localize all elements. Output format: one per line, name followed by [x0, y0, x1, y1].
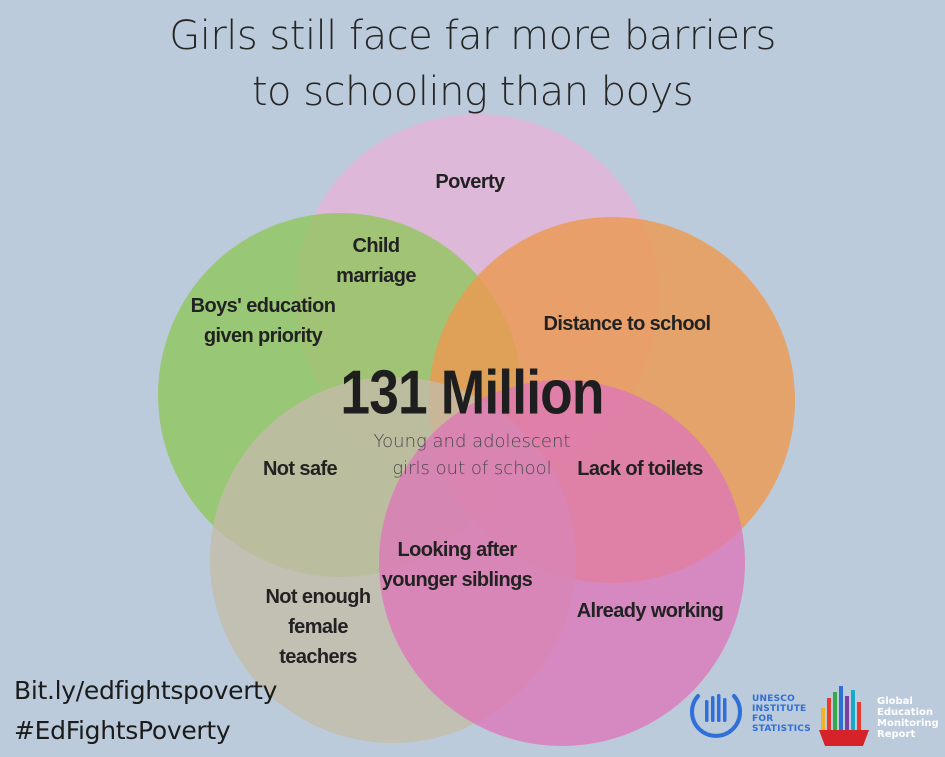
gem-bar-chart-icon: [819, 686, 869, 746]
title-line-2: to schooling than boys: [251, 69, 694, 115]
center-caption-line-2: girls out of school: [392, 458, 552, 479]
working-circle: [379, 380, 745, 746]
label-teachers-line-2: female: [288, 616, 348, 638]
uis-logo-line-4: STATISTICS: [752, 724, 811, 734]
uis-logo: UNESCO INSTITUTE FOR STATISTICS: [686, 686, 816, 742]
uis-logo-line-2: INSTITUTE: [752, 704, 807, 714]
label-distance: Distance to school: [543, 313, 711, 335]
label-siblings: Looking after younger siblings: [381, 535, 533, 595]
label-boys-priority: Boys' education given priority: [191, 291, 336, 351]
label-child-marriage: Child marriage: [336, 231, 416, 291]
gem-logo-line-3: Monitoring: [877, 718, 939, 729]
gem-logo-line-4: Report: [877, 729, 916, 740]
title-line-1: Girls still face far more barriers: [169, 13, 776, 59]
center-value: 131 Million: [340, 358, 604, 428]
label-boys-priority-line-2: given priority: [203, 325, 323, 347]
label-teachers-line-1: Not enough: [265, 586, 371, 608]
label-teachers: Not enough female teachers: [265, 582, 371, 672]
footer-hashtag[interactable]: #EdFightsPoverty: [14, 716, 231, 745]
label-teachers-line-3: teachers: [279, 646, 357, 668]
label-child-marriage-line-2: marriage: [336, 265, 416, 287]
gem-logo-text: Global Education Monitoring Report: [877, 696, 939, 740]
label-child-marriage-line-1: Child: [352, 235, 400, 257]
label-siblings-line-1: Looking after: [397, 539, 517, 561]
center-caption-line-1: Young and adolescent: [373, 431, 571, 452]
label-not-safe: Not safe: [262, 458, 338, 480]
uis-logo-line-1: UNESCO: [752, 694, 795, 704]
label-boys-priority-line-1: Boys' education: [190, 295, 336, 317]
center-caption: Young and adolescent girls out of school: [374, 428, 571, 482]
page-title: Girls still face far more barriers to sc…: [0, 8, 945, 120]
label-poverty: Poverty: [435, 171, 505, 193]
gem-logo-line-1: Global: [877, 696, 913, 707]
label-siblings-line-2: younger siblings: [381, 569, 533, 591]
label-working: Already working: [576, 600, 724, 622]
footer-link[interactable]: Bit.ly/edfightspoverty: [14, 676, 278, 705]
uis-logo-text: UNESCO INSTITUTE FOR STATISTICS: [752, 694, 811, 734]
label-toilets: Lack of toilets: [577, 458, 703, 480]
gem-logo: Global Education Monitoring Report: [815, 682, 940, 752]
gem-logo-line-2: Education: [877, 707, 933, 718]
uis-bars-circle-icon: [690, 694, 742, 738]
uis-logo-line-3: FOR: [752, 714, 774, 724]
